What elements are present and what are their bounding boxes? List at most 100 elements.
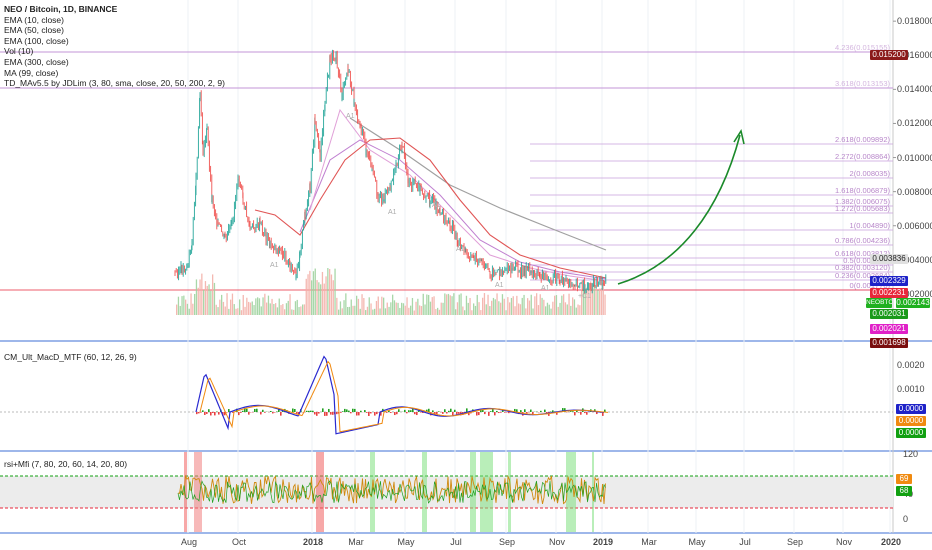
macd-hist-bar: [280, 412, 282, 416]
macd-hist-bar: [326, 412, 328, 416]
volume-bar: [253, 305, 255, 315]
volume-bar: [586, 287, 588, 315]
volume-bar: [264, 293, 266, 315]
macd-hist-bar: [198, 412, 200, 414]
volume-bar: [532, 308, 534, 315]
ema-50-line: [309, 108, 607, 282]
volume-bar: [568, 293, 570, 315]
time-grid: [187, 0, 891, 533]
volume-bar: [276, 307, 279, 315]
volume-bar: [474, 305, 477, 315]
macd-hist-bar: [388, 410, 390, 412]
macd-hist-bar: [586, 412, 588, 415]
volume-bar: [539, 294, 541, 315]
macd-hist-bar: [328, 408, 330, 412]
time-tick-label: Nov: [835, 537, 852, 547]
volume-bar: [411, 297, 414, 315]
volume-bar: [201, 273, 203, 315]
volume-bar: [510, 297, 513, 315]
volume-bar: [262, 297, 264, 315]
volume-bar: [458, 294, 460, 315]
macd-hist-bar: [532, 412, 534, 416]
macd-hist-bar: [264, 412, 266, 413]
volume-bar: [219, 299, 221, 315]
volume-bar: [602, 282, 604, 315]
price-tick-label: 0.014000: [897, 84, 932, 95]
macd-hist-bar: [224, 412, 226, 416]
macd-hist-bar: [296, 412, 298, 415]
macd-hist-bar: [202, 410, 204, 412]
volume-bar: [183, 295, 185, 315]
volume-bar: [401, 302, 403, 315]
volume-bar: [179, 305, 181, 315]
macd-hist-bar: [578, 412, 580, 413]
volume-bar: [294, 301, 297, 315]
volume-bar: [235, 308, 237, 315]
volume-bar: [424, 304, 426, 315]
volume-bar: [323, 283, 325, 315]
fib-level-label: 1.618(0.006879): [834, 186, 890, 195]
symbol-tag: NEOBTC: [866, 298, 894, 308]
volume-bar: [444, 293, 446, 315]
volume-bar: [431, 297, 433, 315]
volume-bar: [496, 293, 498, 315]
macd-hist-bar: [324, 412, 326, 416]
volume-bar: [428, 294, 430, 315]
volume-bar: [320, 284, 322, 315]
volume-bar: [316, 280, 318, 315]
volume-bar: [366, 306, 369, 315]
td-signal-label: A1: [456, 246, 465, 253]
macd-hist-bar: [330, 412, 332, 415]
volume-bar: [217, 307, 219, 315]
fib-level-label: 0.618(0.003812): [834, 249, 890, 258]
volume-bar: [246, 297, 248, 315]
volume-bar: [248, 301, 250, 315]
volume-bar: [404, 305, 406, 315]
volume-bar: [228, 308, 230, 315]
mfi-line: [177, 480, 606, 504]
macd-hist-bar: [256, 408, 258, 412]
volume-bar: [465, 295, 468, 315]
macd-hist-bar: [374, 412, 376, 416]
volume-bar: [374, 308, 376, 315]
fib-level-label: 2.272(0.008864): [834, 152, 890, 161]
legend-title: NEO / Bitcoin, 1D, BINANCE: [4, 4, 118, 14]
volume-bar: [595, 287, 597, 315]
macd-hist-bar: [432, 410, 434, 412]
fibonacci-extension[interactable]: [0, 51, 893, 291]
volume-bar: [210, 290, 212, 315]
macd-hist-bar: [376, 412, 378, 415]
fib-level-label: 0.382(0.003120): [834, 263, 890, 272]
volume-bar: [361, 294, 363, 315]
volume-bar: [186, 303, 189, 315]
volume-bar: [338, 309, 340, 315]
chart-legend[interactable]: NEO / Bitcoin, 1D, BINANCE EMA (10, clos…: [4, 4, 225, 89]
macd-hist-bar: [450, 408, 452, 412]
macd-signal-line: [199, 360, 609, 433]
price-tick-label: 0.002000: [897, 288, 932, 299]
macd-hist-bar: [294, 409, 296, 412]
volume-bar: [359, 308, 361, 315]
macd-hist-bar: [404, 409, 406, 412]
macd-hist-bar: [232, 412, 234, 413]
volume-bar: [419, 305, 421, 315]
rsi-tag: 68: [896, 486, 912, 496]
volume-bar: [341, 308, 343, 315]
volume-bar: [305, 278, 307, 315]
volume-bar: [392, 294, 394, 315]
macd-hist-bar: [502, 410, 504, 412]
volume-bar: [365, 310, 367, 315]
rsi-stripe: [184, 452, 187, 532]
volume-bar: [188, 308, 190, 315]
volume-bar: [604, 294, 606, 315]
forecast-arrow[interactable]: [617, 134, 741, 285]
volume-bar: [500, 302, 502, 315]
ema-100-line: [299, 139, 607, 280]
volume-bar: [327, 268, 329, 315]
macd-hist-bar: [426, 409, 428, 412]
volume-bar: [212, 274, 214, 315]
macd-hist-bar: [340, 412, 342, 413]
macd-hist-bar: [482, 409, 484, 412]
